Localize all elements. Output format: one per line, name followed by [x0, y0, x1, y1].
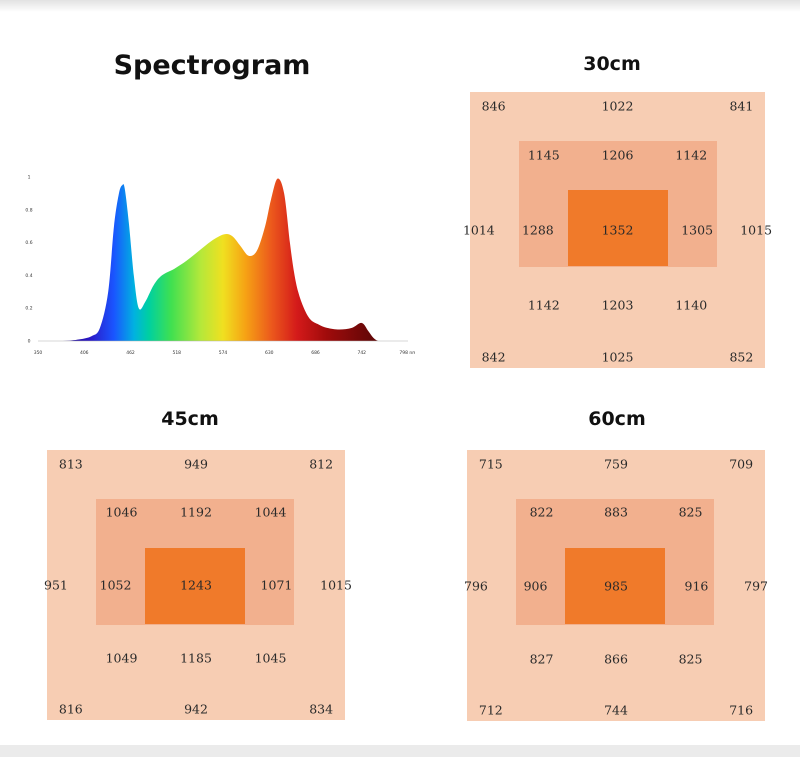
ppfd-value: 1352 — [601, 222, 634, 238]
ppfd-value: 1071 — [260, 577, 293, 593]
ppfd-value: 951 — [44, 577, 68, 593]
y-tick-label: 0 — [28, 339, 31, 345]
x-tick-label: 350 — [34, 350, 43, 356]
ppfd-value: 1142 — [675, 147, 708, 163]
y-tick-label: 0.8 — [25, 207, 32, 213]
x-tick-label: 742 — [357, 350, 366, 356]
x-tick-label: 630 — [265, 350, 274, 356]
ppfd-value: 813 — [58, 456, 83, 471]
ppfd-value: 1025 — [601, 349, 634, 365]
ppfd-value: 712 — [478, 702, 503, 718]
spectrum-y-ticks: 0 0.2 0.4 0.6 0.8 1 — [25, 175, 32, 345]
heatmap-60cm: 715 759 709 822 883 825 796 906 985 916 797 827 866 8… — [464, 450, 768, 721]
ppfd-value: 825 — [678, 504, 703, 520]
ppfd-value: 744 — [604, 702, 628, 718]
heatmap-45cm: 813 949 812 1046 1192 1044 951 1052 1243 1071 1015… — [44, 450, 352, 720]
spectrogram-title: Spectrogram — [113, 50, 311, 81]
ppfd-value: 1206 — [601, 147, 634, 163]
spectrum-chart: 350 406 462 518 574 630 686 742 798 nm 0 0.2 0.4 0.… — [25, 175, 415, 357]
heatmap-center — [568, 190, 668, 266]
ppfd-value: 1022 — [601, 98, 634, 114]
ppfd-value: 1045 — [254, 650, 287, 666]
ppfd-value: 1243 — [180, 577, 212, 593]
ppfd-value: 834 — [309, 701, 334, 717]
ppfd-value: 1052 — [99, 577, 132, 593]
ppfd-value: 883 — [604, 504, 628, 520]
ppfd-value: 1192 — [180, 504, 212, 520]
ppfd-value: 1015 — [320, 577, 352, 593]
ppfd-value: 985 — [604, 578, 628, 593]
ppfd-value: 715 — [478, 456, 503, 472]
ppfd-value: 852 — [729, 349, 754, 365]
ppfd-value: 797 — [744, 578, 768, 593]
spectrum-x-ticks: 350 406 462 518 574 630 686 742 798 nm — [34, 350, 415, 356]
x-tick-label: 574 — [219, 350, 228, 356]
ppfd-value: 1145 — [527, 147, 560, 163]
y-tick-label: 0.6 — [25, 240, 32, 246]
heatmap-30cm: 846 1022 841 1145 1206 1142 1014 1288 1352 1305 10… — [463, 92, 772, 368]
top-shadow — [0, 0, 800, 12]
ppfd-value: 1015 — [740, 222, 773, 238]
ppfd-value: 1140 — [675, 297, 708, 313]
ppfd-value: 816 — [58, 701, 83, 717]
bottom-band — [0, 745, 800, 757]
chart-title-30cm: 30cm — [583, 53, 641, 75]
x-tick-label: 518 — [172, 350, 181, 356]
ppfd-value: 825 — [678, 651, 703, 667]
ppfd-value: 1142 — [527, 297, 560, 313]
y-tick-label: 0.4 — [25, 273, 32, 279]
x-tick-label: 798 nm — [399, 350, 415, 356]
x-tick-label: 406 — [80, 350, 89, 356]
ppfd-value: 842 — [481, 349, 506, 365]
ppfd-value: 759 — [604, 456, 628, 472]
ppfd-value: 906 — [523, 578, 548, 593]
ppfd-value: 827 — [529, 651, 554, 667]
ppfd-value: 841 — [729, 98, 754, 114]
ppfd-value: 709 — [729, 456, 754, 472]
ppfd-value: 942 — [184, 701, 208, 717]
ppfd-value: 1049 — [105, 650, 138, 666]
ppfd-value: 1203 — [601, 297, 634, 313]
ppfd-value: 822 — [529, 504, 554, 520]
ppfd-value: 1305 — [681, 222, 714, 238]
spectrum-area — [38, 178, 408, 341]
heatmap-center — [565, 548, 665, 624]
x-tick-label: 686 — [311, 350, 320, 356]
ppfd-value: 949 — [184, 456, 208, 471]
ppfd-value: 1185 — [180, 650, 212, 666]
ppfd-value: 812 — [309, 456, 334, 471]
ppfd-value: 866 — [604, 651, 628, 667]
chart-title-60cm: 60cm — [588, 408, 646, 430]
ppfd-value: 846 — [481, 98, 506, 114]
y-tick-label: 1 — [28, 175, 31, 181]
x-tick-label: 462 — [126, 350, 135, 356]
ppfd-value: 916 — [684, 578, 709, 593]
heatmap-center — [145, 548, 245, 624]
ppfd-value: 796 — [464, 578, 488, 593]
ppfd-value: 1046 — [105, 504, 138, 520]
chart-title-45cm: 45cm — [161, 408, 219, 430]
ppfd-value: 716 — [729, 702, 754, 718]
y-tick-label: 0.2 — [25, 306, 32, 312]
ppfd-value: 1044 — [254, 504, 287, 520]
ppfd-value: 1288 — [521, 222, 554, 238]
ppfd-value: 1014 — [462, 222, 495, 238]
